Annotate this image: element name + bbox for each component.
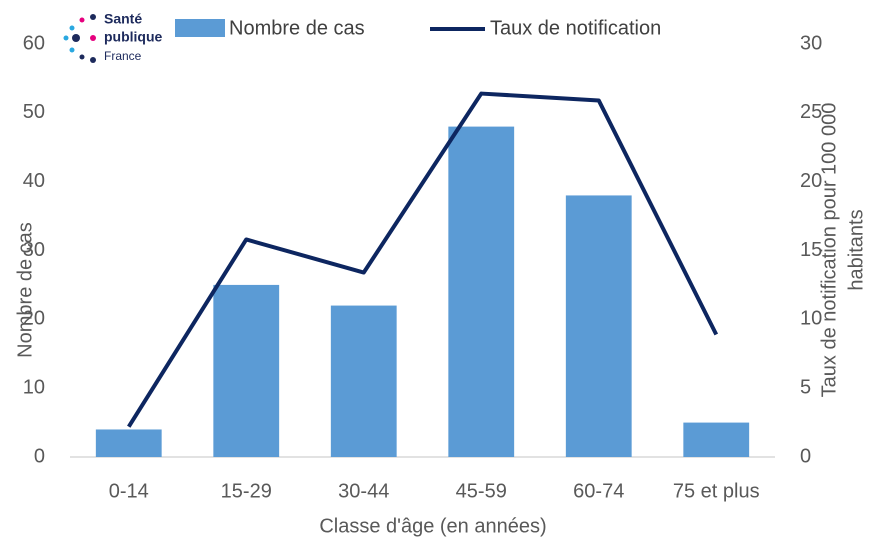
logo-dot bbox=[90, 35, 96, 41]
bar bbox=[448, 126, 515, 457]
x-tick-label: 15-29 bbox=[221, 480, 272, 502]
bar bbox=[330, 305, 397, 457]
x-tick-label: 60-74 bbox=[573, 480, 624, 502]
x-axis-label: Classe d'âge (en années) bbox=[319, 515, 546, 537]
y2-tick-label: 20 bbox=[800, 170, 822, 192]
legend-swatch bbox=[175, 19, 225, 37]
y2-tick-label: 15 bbox=[800, 239, 822, 261]
y2-tick-label: 0 bbox=[800, 445, 811, 467]
logo-dot bbox=[79, 54, 85, 60]
y-tick-label: 20 bbox=[23, 308, 45, 330]
line bbox=[127, 91, 719, 428]
bar bbox=[213, 284, 280, 457]
x-tick-label: 75 et plus bbox=[673, 480, 760, 502]
logo-dot bbox=[63, 35, 69, 41]
logo-dot bbox=[69, 25, 75, 31]
bar bbox=[683, 422, 750, 457]
logo-text: France bbox=[104, 49, 142, 63]
legend-label: Taux de notification bbox=[490, 17, 661, 39]
logo-dot bbox=[79, 17, 85, 23]
y2-tick-label: 5 bbox=[800, 376, 811, 398]
y-tick-label: 40 bbox=[23, 170, 45, 192]
bar bbox=[565, 195, 632, 457]
logo-text: Santé bbox=[104, 11, 142, 27]
y2-axis-label: Taux de notification pour 100 000 bbox=[818, 103, 840, 398]
y2-tick-label: 25 bbox=[800, 101, 822, 123]
y-axis-label: Nombre de cas bbox=[14, 222, 36, 358]
logo-dot bbox=[72, 34, 80, 42]
x-tick-label: 30-44 bbox=[338, 480, 389, 502]
y-tick-label: 30 bbox=[23, 239, 45, 261]
y-tick-label: 10 bbox=[23, 376, 45, 398]
y2-tick-label: 30 bbox=[800, 32, 822, 54]
y-tick-label: 60 bbox=[23, 32, 45, 54]
logo: Santé publique France bbox=[63, 11, 163, 63]
x-tick-label: 45-59 bbox=[456, 480, 507, 502]
logo-text: publique bbox=[104, 29, 163, 45]
logo-dot bbox=[69, 47, 75, 53]
y-tick-label: 0 bbox=[34, 445, 45, 467]
logo-dot bbox=[90, 57, 96, 63]
legend-label: Nombre de cas bbox=[229, 17, 365, 39]
bar bbox=[95, 429, 162, 457]
x-tick-label: 0-14 bbox=[109, 480, 149, 502]
y-tick-label: 50 bbox=[23, 101, 45, 123]
y2-tick-label: 10 bbox=[800, 308, 822, 330]
y2-axis-label: habitants bbox=[845, 209, 867, 290]
logo-dot bbox=[90, 14, 96, 20]
